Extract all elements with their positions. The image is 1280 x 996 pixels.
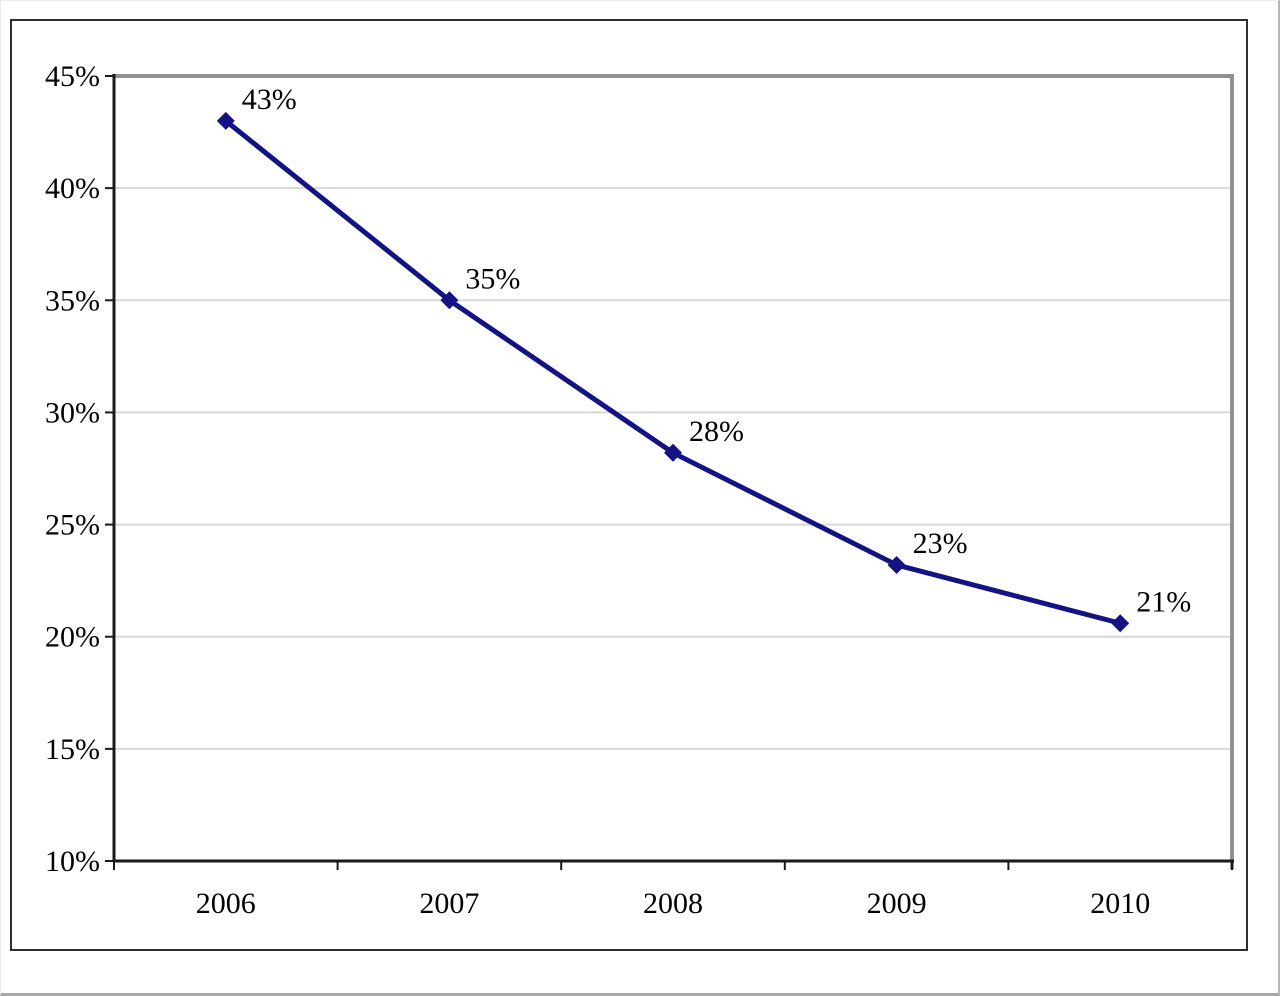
data-point-marker — [1111, 614, 1130, 633]
y-tick-label: 45% — [45, 60, 100, 93]
data-point-label: 23% — [913, 527, 968, 560]
y-tick-label: 10% — [45, 845, 100, 878]
x-tick-label: 2007 — [419, 887, 479, 920]
data-point-label: 21% — [1136, 585, 1191, 618]
data-point-label: 43% — [242, 83, 297, 116]
y-tick-label: 30% — [45, 396, 100, 429]
chart-frame — [10, 19, 1248, 951]
data-point-label: 35% — [465, 262, 520, 295]
y-tick-label: 35% — [45, 284, 100, 317]
data-point-marker — [664, 443, 682, 462]
data-point-label: 28% — [689, 415, 744, 448]
data-point-marker — [887, 555, 906, 574]
y-tick-label: 25% — [45, 509, 100, 542]
x-tick-label: 2006 — [196, 887, 256, 920]
x-tick-label: 2009 — [867, 887, 927, 920]
y-tick-label: 40% — [45, 172, 100, 205]
x-tick-label: 2010 — [1090, 887, 1150, 920]
data-point-marker — [216, 111, 235, 130]
x-tick-label: 2008 — [643, 887, 703, 920]
series-line — [223, 118, 1123, 626]
y-tick-label: 20% — [45, 621, 100, 654]
data-point-marker — [440, 291, 459, 310]
y-tick-label: 15% — [45, 733, 100, 766]
